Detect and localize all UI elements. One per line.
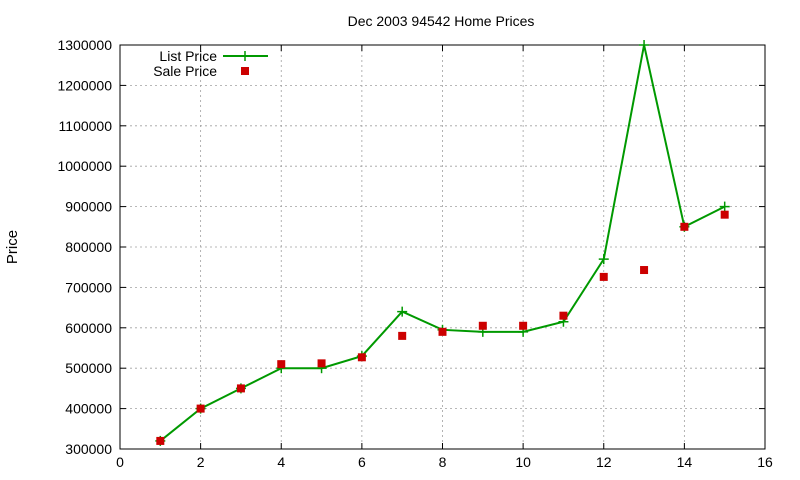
x-tick-label: 0 (116, 454, 124, 470)
y-tick-label: 700000 (65, 279, 112, 295)
x-tick-label: 2 (197, 454, 205, 470)
y-tick-label: 800000 (65, 239, 112, 255)
legend-label-list-price: List Price (159, 48, 217, 64)
legend-label-sale-price: Sale Price (153, 63, 217, 79)
y-tick-label: 400000 (65, 401, 112, 417)
y-tick-label: 1100000 (59, 118, 113, 134)
y-tick-label: 300000 (65, 441, 112, 457)
list-price-point (598, 254, 609, 265)
plot-frame (119, 44, 766, 450)
x-tick-label: 8 (439, 454, 447, 470)
x-tick-label: 6 (358, 454, 366, 470)
sale-price-point (640, 266, 649, 275)
x-tick-label: 16 (757, 454, 773, 470)
x-tick-label: 4 (277, 454, 285, 470)
sale-price-point (156, 436, 165, 445)
sale-price-legend-marker (241, 67, 249, 75)
y-tick-label: 500000 (65, 360, 112, 376)
x-tick-label: 12 (596, 454, 612, 470)
sale-price-point (398, 331, 407, 340)
sale-price-point (559, 311, 568, 320)
y-tick-label: 1000000 (57, 158, 112, 174)
y-tick-label: 600000 (65, 320, 112, 336)
sale-price-point (357, 353, 366, 362)
sale-price-point (478, 321, 487, 330)
y-tick-label: 1200000 (57, 77, 112, 93)
sale-price-point (236, 384, 245, 393)
x-tick-label: 14 (677, 454, 693, 470)
x-tick-label: 10 (515, 454, 531, 470)
sale-price-point (277, 360, 286, 369)
y-tick-label: 900000 (65, 199, 112, 215)
list-price-point (639, 40, 650, 50)
sale-price-point (680, 222, 689, 231)
sale-price-point (196, 404, 205, 413)
y-tick-label: 1300000 (57, 37, 112, 53)
sale-price-point (438, 327, 447, 336)
sale-price-point (720, 210, 729, 219)
axis-layer: 300000 400000 500000 600000 700000 800000 9000… (57, 37, 773, 470)
y-axis-label: Price (4, 230, 21, 264)
sale-price-point (317, 359, 326, 368)
chart-title: Dec 2003 94542 Home Prices (348, 13, 535, 29)
series-layer (155, 40, 730, 446)
legend: List Price Sale Price (153, 48, 268, 79)
sale-price-point (519, 321, 528, 330)
list-price-point (397, 306, 408, 317)
sale-price-point (599, 272, 608, 281)
grid-layer (120, 45, 765, 449)
list-price-legend-marker (240, 51, 250, 61)
list-price-point (719, 201, 730, 212)
